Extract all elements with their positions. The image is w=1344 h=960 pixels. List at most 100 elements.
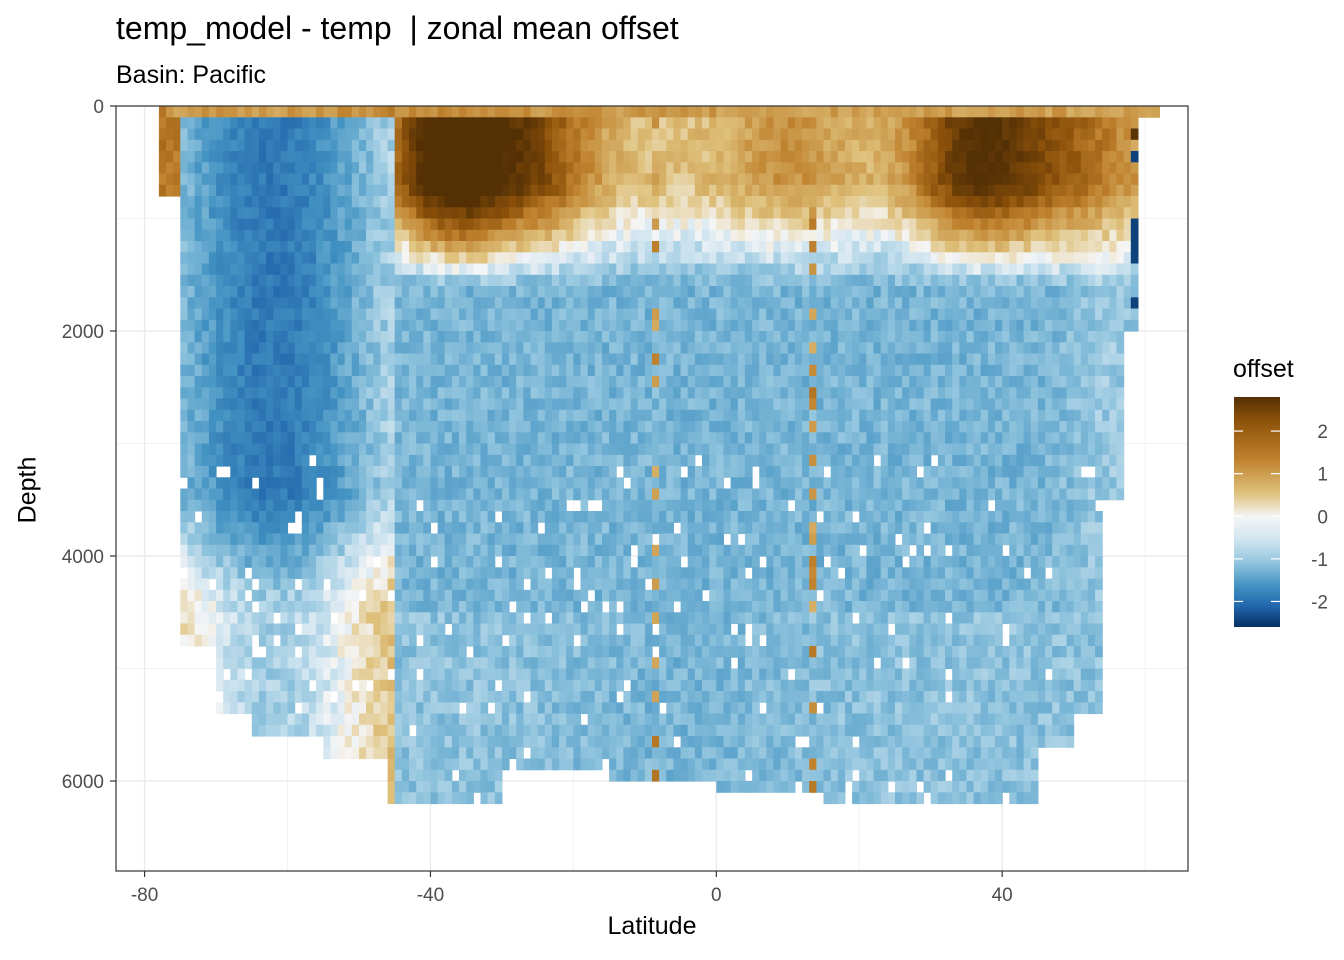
- heatmap-cell: [416, 331, 424, 343]
- heatmap-cell: [637, 173, 646, 186]
- heatmap-cell: [780, 499, 789, 512]
- heatmap-cell: [273, 117, 281, 130]
- heatmap-cell: [580, 319, 589, 332]
- heatmap-cell: [437, 342, 446, 355]
- heatmap-cell: [301, 409, 310, 422]
- heatmap-cell: [537, 151, 546, 163]
- heatmap-cell: [416, 263, 424, 276]
- heatmap-cell: [752, 184, 760, 197]
- heatmap-cell: [694, 184, 703, 197]
- heatmap-cell: [216, 364, 224, 377]
- heatmap-cell: [659, 263, 667, 276]
- heatmap-cell: [444, 511, 453, 523]
- heatmap-cell: [244, 376, 253, 388]
- heatmap-cell: [616, 589, 624, 602]
- heatmap-cell: [373, 151, 381, 163]
- heatmap-cell: [237, 589, 246, 602]
- heatmap-cell: [637, 241, 646, 253]
- heatmap-cell: [394, 421, 403, 433]
- heatmap-cell: [409, 713, 417, 726]
- heatmap-cell: [330, 173, 339, 186]
- heatmap-cell: [637, 499, 646, 512]
- heatmap-cell: [773, 297, 782, 310]
- heatmap-cell: [544, 409, 553, 422]
- heatmap-cell: [602, 331, 610, 343]
- heatmap-cell: [351, 702, 360, 715]
- heatmap-cell: [287, 477, 296, 490]
- heatmap-cell: [430, 747, 439, 760]
- heatmap-cell: [616, 173, 624, 186]
- heatmap-cell: [787, 421, 796, 433]
- heatmap-cell: [530, 241, 539, 253]
- heatmap-cell: [208, 331, 217, 343]
- heatmap-cell: [451, 578, 460, 591]
- heatmap-cell: [573, 387, 582, 400]
- heatmap-cell: [351, 634, 360, 647]
- heatmap-cell: [759, 724, 767, 737]
- heatmap-cell: [694, 511, 703, 523]
- heatmap-cell: [644, 376, 653, 388]
- heatmap-cell: [630, 578, 639, 591]
- heatmap-cell: [673, 679, 682, 692]
- heatmap-cell: [730, 544, 739, 557]
- heatmap-cell: [223, 634, 231, 647]
- heatmap-cell: [451, 421, 460, 433]
- heatmap-cell: [780, 286, 789, 298]
- heatmap-cell: [794, 364, 803, 377]
- heatmap-cell: [673, 297, 682, 310]
- heatmap-cell: [344, 556, 353, 568]
- heatmap-cell: [516, 589, 524, 602]
- heatmap-cell: [573, 117, 582, 130]
- heatmap-cell: [444, 331, 453, 343]
- heatmap-cell: [702, 173, 710, 186]
- heatmap-cell: [273, 308, 281, 321]
- heatmap-cell: [566, 713, 574, 726]
- heatmap-cell: [602, 353, 610, 366]
- heatmap-cell: [523, 657, 532, 670]
- heatmap-cell: [423, 646, 431, 658]
- heatmap-cell: [530, 443, 539, 456]
- heatmap-cell: [273, 173, 281, 186]
- heatmap-cell: [494, 173, 503, 186]
- heatmap-cell: [301, 488, 310, 501]
- heatmap-cell: [316, 319, 324, 332]
- heatmap-cell: [602, 747, 610, 760]
- heatmap-cell: [216, 657, 224, 670]
- heatmap-cell: [330, 578, 339, 591]
- heatmap-cell: [366, 286, 374, 298]
- heatmap-cell: [430, 421, 439, 433]
- heatmap-cell: [423, 196, 431, 208]
- heatmap-cell: [609, 319, 617, 332]
- heatmap-cell: [344, 702, 353, 715]
- heatmap-cell: [216, 252, 224, 265]
- heatmap-cell: [644, 173, 653, 186]
- heatmap-cell: [301, 252, 310, 265]
- heatmap-cell: [344, 646, 353, 658]
- heatmap-cell: [223, 679, 231, 692]
- heatmap-cell: [473, 511, 481, 523]
- heatmap-cell: [709, 297, 717, 310]
- heatmap-cell: [201, 173, 210, 186]
- heatmap-cell: [466, 162, 474, 175]
- heatmap-cell: [230, 432, 238, 445]
- heatmap-cell: [609, 736, 617, 748]
- heatmap-cell: [251, 488, 260, 501]
- heatmap-cell: [694, 443, 703, 456]
- heatmap-cell: [359, 364, 367, 377]
- heatmap-cell: [752, 781, 760, 793]
- heatmap-cell: [794, 353, 803, 366]
- heatmap-cell: [180, 151, 188, 163]
- heatmap-cell: [280, 623, 289, 636]
- heatmap-cell: [273, 241, 281, 253]
- heatmap-cell: [623, 612, 632, 625]
- heatmap-cell: [301, 544, 310, 557]
- heatmap-cell: [759, 376, 767, 388]
- heatmap-cell: [423, 207, 431, 220]
- heatmap-cell: [287, 499, 296, 512]
- heatmap-cell: [430, 488, 439, 501]
- heatmap-cell: [416, 477, 424, 490]
- heatmap-cell: [744, 578, 753, 591]
- heatmap-cell: [480, 162, 489, 175]
- heatmap-cell: [180, 353, 188, 366]
